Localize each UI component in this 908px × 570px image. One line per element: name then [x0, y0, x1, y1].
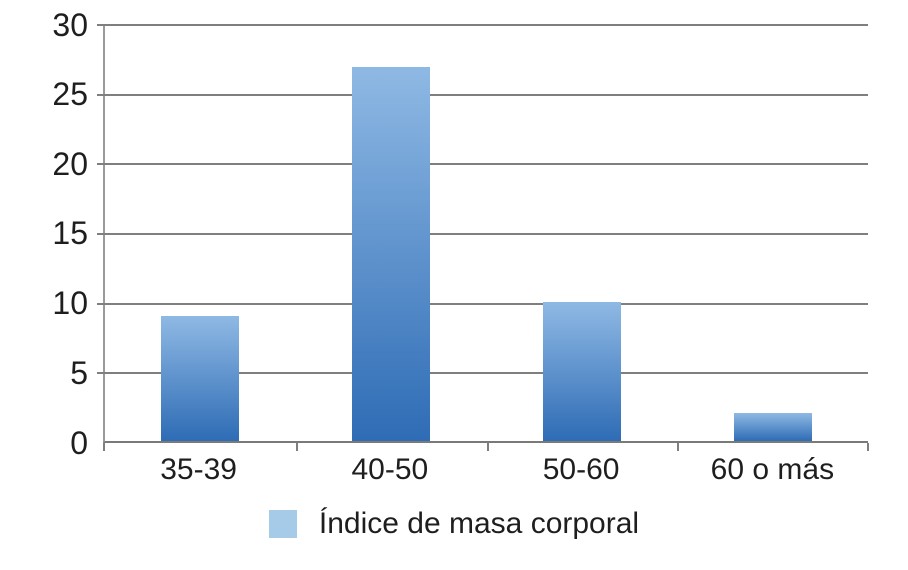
gridline [97, 372, 868, 375]
x-axis-tick [677, 443, 680, 451]
legend-label: Índice de masa corporal [318, 507, 640, 540]
y-tick-label: 0 [70, 425, 88, 461]
gridline [97, 302, 868, 305]
category-cell [296, 25, 487, 441]
x-axis-tick [103, 443, 105, 451]
legend-swatch-icon [268, 510, 297, 538]
bar [161, 316, 240, 441]
x-axis-tick [486, 443, 489, 451]
x-tick-label: 50-60 [542, 453, 620, 486]
category-cell [105, 25, 296, 441]
y-tick-label: 10 [52, 285, 88, 321]
gridline [97, 163, 868, 166]
x-tick-label: 40-50 [351, 453, 429, 486]
category-cell [677, 25, 868, 441]
legend: Índice de masa corporal [0, 506, 908, 542]
gridline [97, 24, 868, 26]
category-cell [487, 25, 678, 441]
y-tick-label: 30 [52, 7, 88, 43]
bar [542, 302, 621, 441]
x-axis-tick-labels: 35-39 40-50 50-60 60 o más [103, 452, 868, 488]
plot-area [97, 24, 869, 451]
y-tick-label: 25 [52, 76, 88, 112]
bars-container [105, 25, 868, 441]
x-tick-label: 60 o más [710, 453, 835, 486]
x-axis-tick [295, 443, 298, 451]
x-axis-tick [867, 443, 869, 451]
bar [352, 66, 431, 441]
gridline [97, 93, 868, 96]
bar [733, 413, 812, 441]
x-tick-label: 35-39 [160, 453, 237, 486]
gridline [97, 232, 868, 235]
y-tick-label: 20 [52, 146, 88, 182]
y-tick-label: 5 [70, 355, 88, 391]
y-tick-label: 15 [52, 215, 88, 251]
